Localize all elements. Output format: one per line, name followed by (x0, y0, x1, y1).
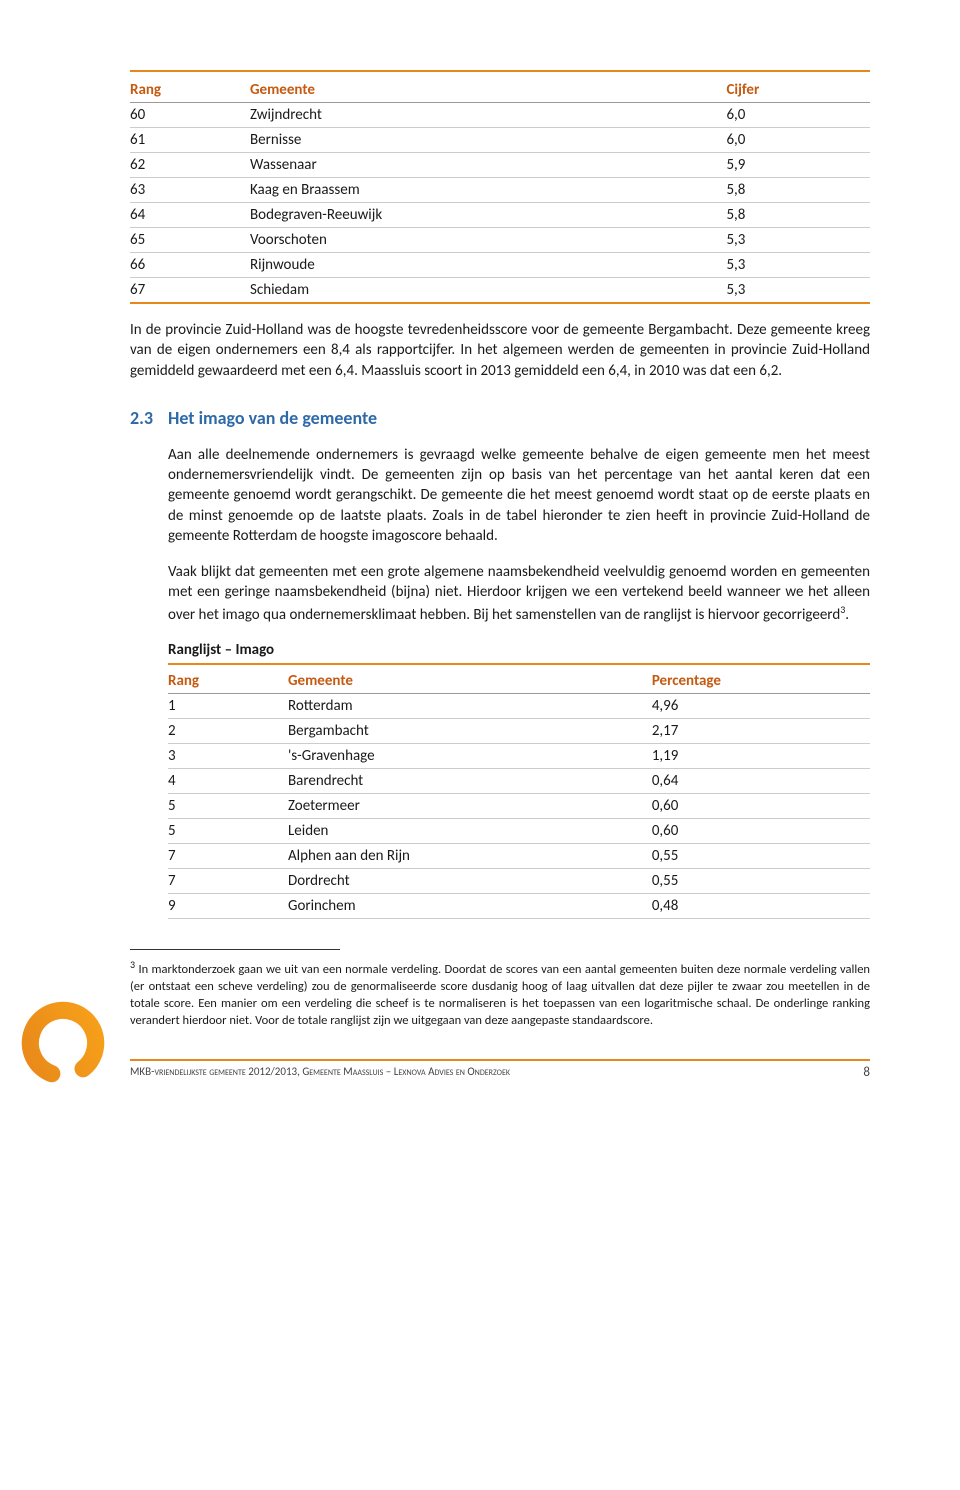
table-row: 4Barendrecht0,64 (168, 768, 870, 793)
table-row: 60Zwijndrecht6,0 (130, 103, 870, 128)
table-row: 62Wassenaar5,9 (130, 153, 870, 178)
table-row: 1Rotterdam4,96 (168, 693, 870, 718)
th-rang: Rang (130, 78, 250, 103)
th-gemeente: Gemeente (250, 78, 726, 103)
table-imago: Rang Gemeente Percentage 1Rotterdam4,962… (168, 669, 870, 919)
table-row: 7Alphen aan den Rijn0,55 (168, 843, 870, 868)
table-row: 9Gorinchem0,48 (168, 893, 870, 918)
ranglijst-title: Ranglijst – Imago (168, 641, 870, 659)
th2-rang: Rang (168, 669, 288, 694)
th2-gemeente: Gemeente (288, 669, 652, 694)
th-cijfer: Cijfer (726, 78, 870, 103)
th2-percentage: Percentage (652, 669, 870, 694)
table-row: 65Voorschoten5,3 (130, 228, 870, 253)
footnote-separator (130, 949, 340, 950)
section-heading: 2.3 Het imago van de gemeente (130, 407, 870, 429)
logo-icon (20, 1000, 106, 1086)
section-number: 2.3 (130, 407, 168, 429)
para-intro: In de provincie Zuid-Holland was de hoog… (130, 320, 870, 381)
footer-text: MKB-vriendelijkste gemeente 2012/2013, G… (130, 1065, 510, 1080)
top-rule (130, 70, 870, 72)
para-2: Aan alle deelnemende ondernemers is gevr… (168, 445, 870, 546)
page-number: 8 (863, 1065, 870, 1080)
footnote-3: 3 In marktonderzoek gaan we uit van een … (130, 958, 870, 1030)
table-row: 5Zoetermeer0,60 (168, 793, 870, 818)
table2-top-rule (168, 663, 870, 665)
para-3: Vaak blijkt dat gemeenten met een grote … (168, 562, 870, 625)
bot-rule (130, 302, 870, 304)
table-cijfer: Rang Gemeente Cijfer 60Zwijndrecht6,061B… (130, 78, 870, 303)
footnote-marker: 3 (130, 958, 135, 971)
table-row: 3's-Gravenhage1,19 (168, 743, 870, 768)
table-row: 5Leiden0,60 (168, 818, 870, 843)
section-title: Het imago van de gemeente (168, 407, 377, 429)
table-row: 2Bergambacht2,17 (168, 718, 870, 743)
table-row: 63Kaag en Braassem5,8 (130, 178, 870, 203)
table-row: 64Bodegraven-Reeuwijk5,8 (130, 203, 870, 228)
table-row: 66Rijnwoude5,3 (130, 253, 870, 278)
table-row: 61Bernisse6,0 (130, 128, 870, 153)
table-row: 67Schiedam5,3 (130, 278, 870, 303)
table-row: 7Dordrecht0,55 (168, 868, 870, 893)
